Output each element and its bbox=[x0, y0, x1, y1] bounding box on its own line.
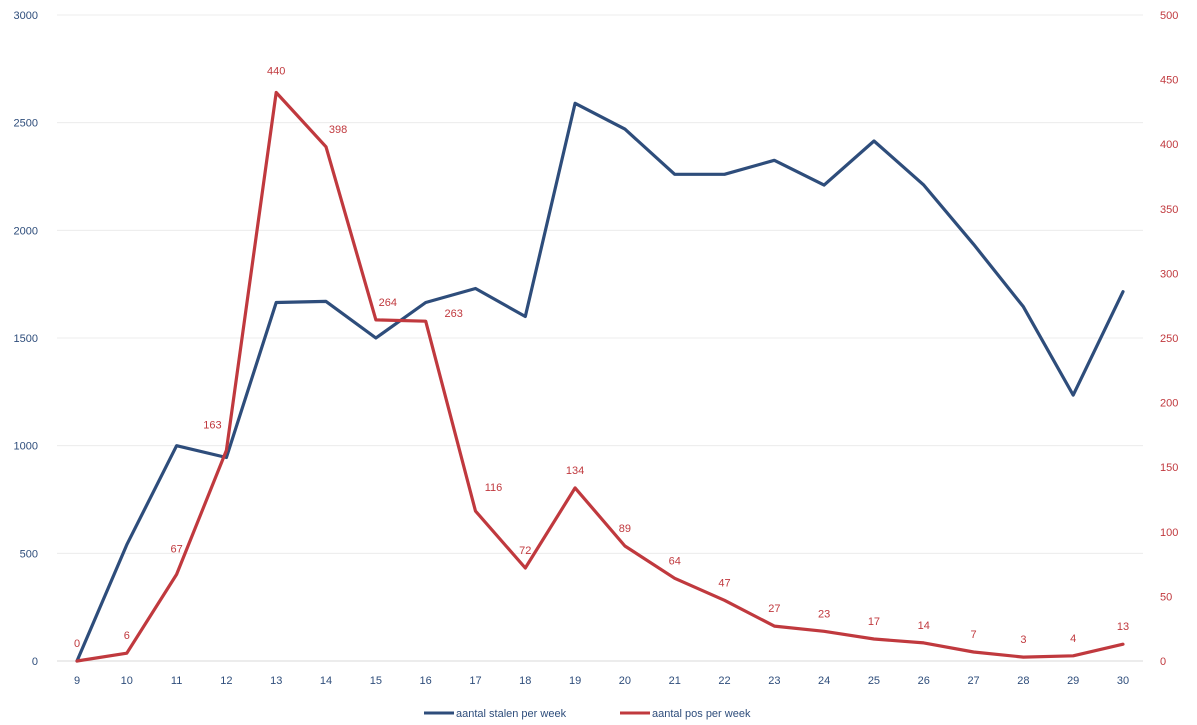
right-tick-label: 500 bbox=[1160, 10, 1178, 22]
right-tick-label: 0 bbox=[1160, 656, 1166, 668]
series-line-pos bbox=[75, 90, 1125, 663]
right-tick-label: 250 bbox=[1160, 333, 1178, 345]
right-axis: 0 50 100 150 200 250 300 350 400 450 500 bbox=[1160, 10, 1178, 668]
left-tick-label: 2500 bbox=[14, 118, 38, 130]
data-label: 163 bbox=[203, 419, 221, 431]
data-label: 17 bbox=[868, 616, 880, 628]
x-tick-label: 18 bbox=[519, 675, 531, 687]
x-tick-label: 27 bbox=[967, 675, 979, 687]
left-tick-label: 500 bbox=[20, 548, 38, 560]
data-label: 47 bbox=[718, 577, 730, 589]
grid-lines bbox=[57, 14, 1143, 662]
x-tick-label: 24 bbox=[818, 675, 830, 687]
data-label: 23 bbox=[818, 608, 830, 620]
left-tick-label: 3000 bbox=[14, 10, 38, 22]
left-tick-label: 1500 bbox=[14, 333, 38, 345]
x-tick-label: 22 bbox=[718, 675, 730, 687]
data-label: 398 bbox=[329, 124, 347, 136]
right-tick-label: 50 bbox=[1160, 591, 1172, 603]
legend-label: aantal stalen per week bbox=[456, 708, 567, 720]
data-label: 134 bbox=[566, 465, 584, 477]
data-label: 27 bbox=[768, 603, 780, 615]
legend: aantal stalen per week aantal pos per wee… bbox=[424, 708, 751, 720]
x-tick-label: 25 bbox=[868, 675, 880, 687]
x-tick-label: 20 bbox=[619, 675, 631, 687]
data-label: 67 bbox=[170, 543, 182, 555]
data-label: 264 bbox=[379, 297, 397, 309]
x-tick-label: 9 bbox=[74, 675, 80, 687]
x-tick-label: 17 bbox=[469, 675, 481, 687]
left-tick-label: 2000 bbox=[14, 225, 38, 237]
data-label: 263 bbox=[444, 308, 462, 320]
data-label: 72 bbox=[519, 545, 531, 557]
right-tick-label: 300 bbox=[1160, 268, 1178, 280]
right-tick-label: 200 bbox=[1160, 398, 1178, 410]
x-tick-label: 15 bbox=[370, 675, 382, 687]
x-tick-label: 23 bbox=[768, 675, 780, 687]
x-tick-label: 10 bbox=[121, 675, 133, 687]
data-label: 0 bbox=[74, 638, 80, 650]
data-label: 4 bbox=[1070, 633, 1076, 645]
x-tick-label: 14 bbox=[320, 675, 332, 687]
x-tick-label: 19 bbox=[569, 675, 581, 687]
left-axis: 0 500 1000 1500 2000 2500 3000 bbox=[14, 10, 38, 668]
x-tick-label: 29 bbox=[1067, 675, 1079, 687]
x-tick-label: 12 bbox=[220, 675, 232, 687]
data-label: 7 bbox=[971, 629, 977, 641]
left-tick-label: 0 bbox=[32, 656, 38, 668]
x-tick-label: 26 bbox=[918, 675, 930, 687]
x-tick-label: 13 bbox=[270, 675, 282, 687]
data-label: 440 bbox=[267, 66, 285, 78]
data-label: 89 bbox=[619, 523, 631, 535]
x-tick-label: 21 bbox=[669, 675, 681, 687]
legend-label: aantal pos per week bbox=[652, 708, 751, 720]
right-tick-label: 400 bbox=[1160, 139, 1178, 151]
x-axis: 9 10 11 12 13 14 15 16 17 18 19 20 21 22 23 24 25 26 27 28 2… bbox=[74, 675, 1129, 687]
data-label: 3 bbox=[1020, 634, 1026, 646]
data-label: 14 bbox=[918, 620, 930, 632]
x-tick-label: 30 bbox=[1117, 675, 1129, 687]
x-tick-label: 11 bbox=[171, 675, 182, 687]
x-tick-label: 16 bbox=[420, 675, 432, 687]
data-label: 13 bbox=[1117, 621, 1129, 633]
right-tick-label: 450 bbox=[1160, 75, 1178, 87]
right-tick-label: 350 bbox=[1160, 204, 1178, 216]
data-label: 6 bbox=[124, 630, 130, 642]
x-tick-label: 28 bbox=[1017, 675, 1029, 687]
right-tick-label: 150 bbox=[1160, 462, 1178, 474]
data-label: 64 bbox=[669, 555, 681, 567]
data-label: 116 bbox=[485, 482, 503, 494]
series-layer bbox=[75, 90, 1125, 663]
series-line-stalen bbox=[75, 101, 1125, 663]
right-tick-label: 100 bbox=[1160, 527, 1178, 539]
left-tick-label: 1000 bbox=[14, 441, 38, 453]
